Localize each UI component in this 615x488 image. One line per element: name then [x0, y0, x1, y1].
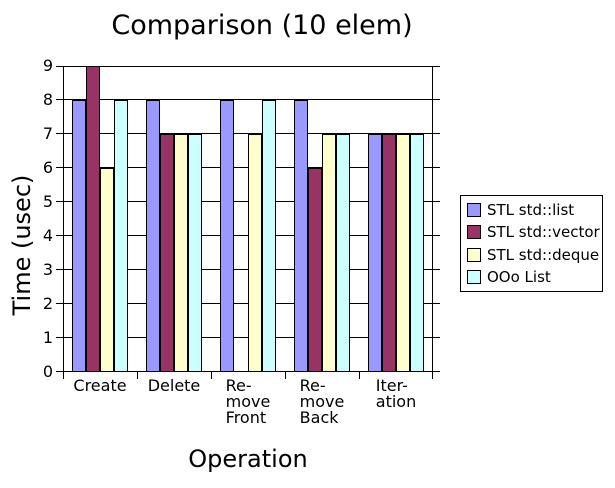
bar-delete-stl-std-deque	[174, 134, 188, 372]
legend-label: STL std::vector	[487, 223, 600, 242]
y-tick-label-3: 3	[42, 260, 53, 279]
y-axis-tick-right	[433, 269, 440, 270]
gridline-y-7	[63, 133, 433, 134]
y-tick-label-1: 1	[42, 328, 53, 347]
plot-border-top	[63, 66, 433, 67]
bar-re-move-front-ooo-list	[262, 100, 276, 372]
legend-color-swatch	[467, 225, 481, 240]
x-tick-label-text: Re- move Back	[299, 376, 345, 427]
y-axis-tick-right	[433, 66, 440, 67]
bar-create-stl-std-list	[72, 100, 86, 372]
y-axis-line	[63, 66, 64, 372]
y-tick-label-2: 2	[42, 294, 53, 313]
y-tick-label-0: 0	[42, 362, 53, 381]
y-axis-tick-left	[56, 99, 63, 100]
legend-item-ooo-list: OOo List	[467, 269, 600, 285]
y-axis-tick-right	[433, 303, 440, 304]
y-axis-tick-right	[433, 133, 440, 134]
y-axis-tick-left	[56, 167, 63, 168]
y-tick-label-9: 9	[42, 56, 53, 75]
bar-iter-ation-ooo-list	[410, 134, 424, 372]
chart-title: Comparison (10 elem)	[111, 10, 413, 41]
y-axis-tick-right	[433, 201, 440, 202]
y-tick-label-6: 6	[42, 158, 53, 177]
y-axis-tick-right	[433, 99, 440, 100]
legend-color-swatch	[467, 203, 481, 218]
bar-iter-ation-stl-std-deque	[396, 134, 410, 372]
bar-delete-ooo-list	[188, 134, 202, 372]
x-tick-label-delete: Delete	[137, 378, 211, 394]
x-axis-tick	[359, 372, 360, 379]
bar-re-move-front-stl-std-list	[220, 100, 234, 372]
x-tick-label-re-move-front: Re- move Front	[211, 378, 285, 426]
bar-create-stl-std-deque	[100, 168, 114, 372]
x-axis-tick	[432, 372, 433, 379]
y-tick-label-8: 8	[42, 90, 53, 109]
bar-delete-stl-std-vector	[160, 134, 174, 372]
bar-iter-ation-stl-std-vector	[382, 134, 396, 372]
legend-label: OOo List	[487, 267, 551, 286]
legend-item-stl-std-deque: STL std::deque	[467, 247, 600, 263]
gridline-y-8	[63, 99, 433, 100]
bar-re-move-back-stl-std-deque	[322, 134, 336, 372]
y-axis-tick-right	[433, 371, 440, 372]
y-axis-tick-left	[56, 66, 63, 67]
y-axis-tick-left	[56, 201, 63, 202]
x-tick-label-text: Re- move Front	[225, 376, 271, 427]
y-axis-tick-left	[56, 269, 63, 270]
x-tick-label-text: Delete	[147, 376, 201, 395]
plot-area	[56, 66, 440, 379]
x-tick-label-text: Create	[73, 376, 127, 395]
plot-border-right	[432, 66, 433, 372]
y-axis-tick-left	[56, 371, 63, 372]
legend-label: STL std::deque	[487, 245, 600, 264]
bar-re-move-back-stl-std-list	[294, 100, 308, 372]
x-axis-tick	[285, 372, 286, 379]
legend-color-swatch	[467, 247, 481, 262]
y-axis-tick-left	[56, 303, 63, 304]
bar-re-move-back-stl-std-vector	[308, 168, 322, 372]
legend-item-stl-std-list: STL std::list	[467, 202, 600, 218]
y-tick-label-7: 7	[42, 124, 53, 143]
y-axis-tick-right	[433, 337, 440, 338]
y-axis-tick-left	[56, 235, 63, 236]
x-tick-label-iter-ation: Iter- ation	[359, 378, 433, 410]
x-axis-tick	[211, 372, 212, 379]
x-axis-title: Operation	[188, 445, 308, 473]
bar-re-move-back-ooo-list	[336, 134, 350, 372]
y-axis-tick-right	[433, 235, 440, 236]
bar-delete-stl-std-list	[146, 100, 160, 372]
x-tick-label-text: Iter- ation	[375, 376, 417, 411]
x-axis-tick	[137, 372, 138, 379]
legend-color-swatch	[467, 269, 481, 284]
legend-item-stl-std-vector: STL std::vector	[467, 224, 600, 240]
y-axis-tick-left	[56, 133, 63, 134]
bar-iter-ation-stl-std-list	[368, 134, 382, 372]
bar-create-stl-std-vector	[86, 66, 100, 372]
y-tick-label-4: 4	[42, 226, 53, 245]
x-tick-label-create: Create	[63, 378, 137, 394]
y-tick-label-5: 5	[42, 192, 53, 211]
x-tick-label-re-move-back: Re- move Back	[285, 378, 359, 426]
legend-label: STL std::list	[487, 201, 575, 220]
x-axis-tick	[63, 372, 64, 379]
y-axis-tick-left	[56, 337, 63, 338]
bar-create-ooo-list	[114, 100, 128, 372]
bar-re-move-front-stl-std-deque	[248, 134, 262, 372]
y-axis-tick-right	[433, 167, 440, 168]
